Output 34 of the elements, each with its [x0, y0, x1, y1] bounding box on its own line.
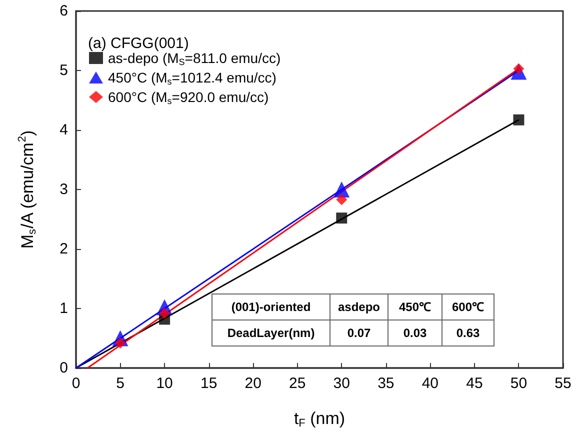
x-tick-label: 40 — [422, 375, 439, 392]
point — [336, 194, 348, 206]
point — [336, 212, 348, 224]
x-tick-label: 15 — [200, 375, 218, 392]
annotation: 0.07 — [347, 326, 371, 340]
x-tick-label: 5 — [116, 375, 124, 392]
x-tick-label: 45 — [466, 375, 483, 392]
x-tick-label: 35 — [378, 375, 394, 392]
x-tick-label: 20 — [244, 375, 262, 392]
annotation: 0.63 — [456, 326, 480, 340]
y-axis-title: Ms/A (emu/cm2) — [16, 130, 38, 249]
annotation: (a) CFGG(001) — [88, 35, 189, 52]
x-tick-label: 25 — [289, 375, 306, 392]
x-tick-label: 55 — [554, 375, 572, 392]
x-tick-label: 10 — [156, 375, 173, 392]
point — [159, 308, 170, 319]
annotation: 0.03 — [403, 326, 427, 340]
annotation: DeadLayer(nm) — [227, 326, 315, 340]
y-tick-label: 3 — [60, 181, 68, 198]
point — [513, 114, 524, 126]
x-tick-label: 30 — [333, 375, 350, 392]
annotation: (001)-oriented — [231, 300, 311, 314]
point — [334, 182, 350, 198]
x-tick-label: 50 — [510, 375, 528, 392]
y-tick-label: 0 — [60, 360, 68, 376]
y-tick-label: 2 — [60, 240, 68, 258]
annotation: 600℃ — [452, 300, 484, 314]
y-tick-label: 1 — [60, 300, 68, 317]
x-tick-label: 0 — [72, 375, 80, 392]
annotation: asdepo — [338, 300, 380, 314]
y-tick-label: 6 — [60, 2, 68, 20]
y-tick-label: 5 — [60, 62, 68, 79]
y-tick-label: 4 — [60, 122, 68, 138]
annotation: 450℃ — [398, 300, 432, 314]
